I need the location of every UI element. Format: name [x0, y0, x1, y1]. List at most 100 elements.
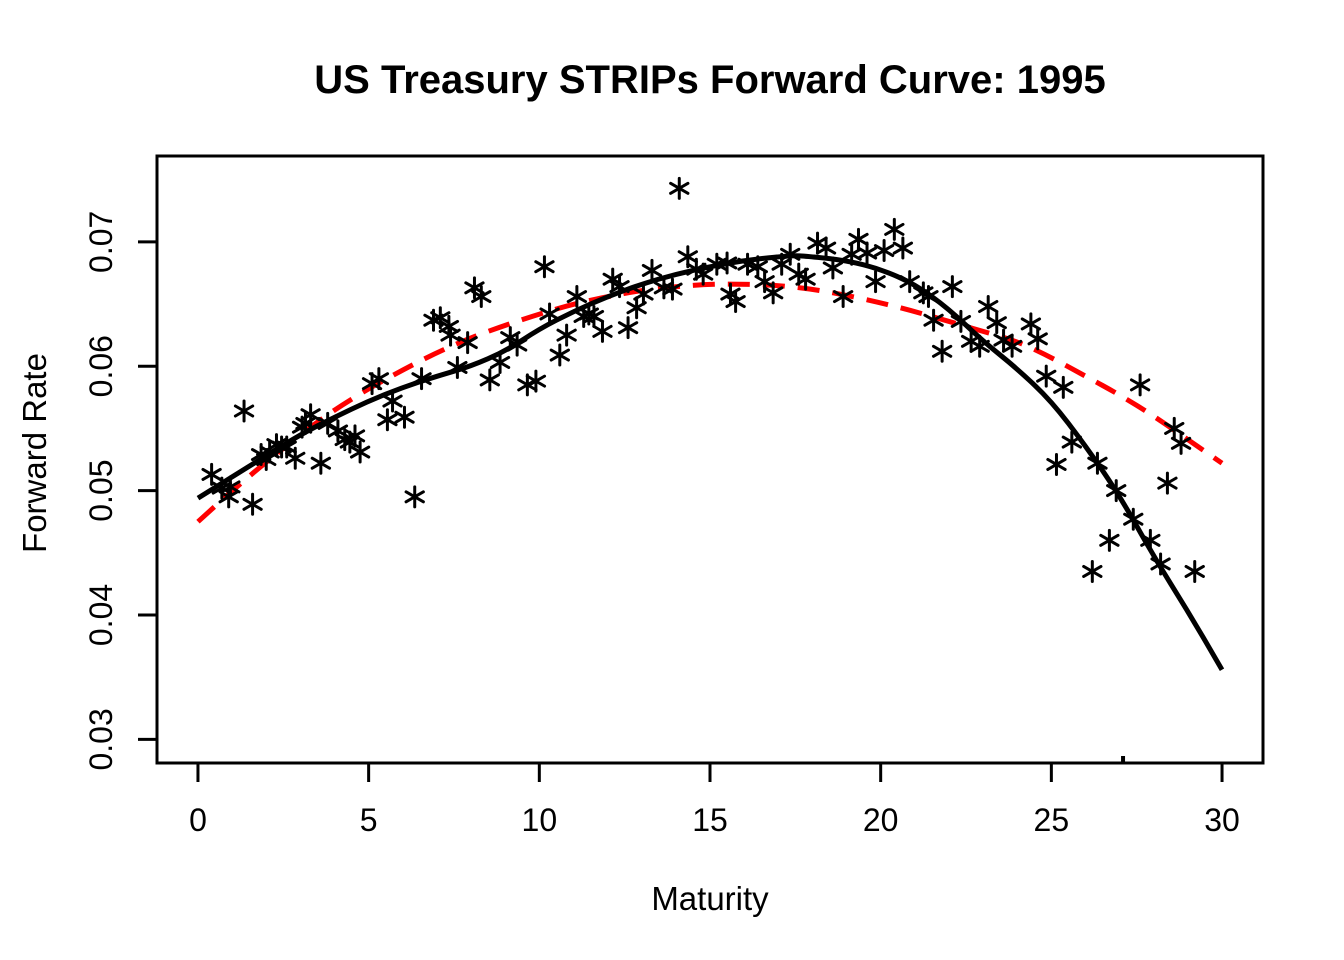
scatter-point	[848, 227, 869, 251]
scatter-point	[918, 285, 939, 309]
scatter-point	[942, 275, 963, 299]
scatter-point	[525, 369, 547, 393]
scatter-point	[394, 405, 415, 429]
x-tick-label: 20	[863, 802, 899, 838]
scatter-point	[310, 451, 332, 475]
scatter-point	[1087, 451, 1108, 475]
plot-area: 0 5 10 15 20 25 30 0.03 0.04 0.05 0.06 0.07	[83, 154, 1265, 838]
y-tick-label: 0.05	[83, 459, 119, 521]
scatter-point	[950, 309, 972, 333]
scatter-point	[716, 251, 738, 275]
scatter-point	[1140, 528, 1161, 552]
scatter-point	[1123, 507, 1144, 531]
scatter-point	[471, 285, 492, 309]
scatter-point	[479, 368, 500, 392]
scatter-point	[556, 323, 577, 347]
scatter-point	[539, 302, 560, 326]
scatter-point	[1046, 452, 1067, 476]
scatter-point	[1099, 528, 1120, 552]
scatter-point	[457, 331, 478, 355]
scatter-point	[534, 255, 555, 279]
x-tick-label: 10	[522, 802, 558, 838]
scatter-point	[242, 492, 263, 516]
scatter-point	[1027, 327, 1048, 351]
scatter-point	[892, 236, 914, 260]
scatter-point	[617, 316, 639, 340]
scatter-point	[815, 236, 837, 260]
scatter-point	[969, 334, 990, 358]
scatter-point	[220, 475, 241, 499]
scatter-point	[978, 295, 999, 319]
scatter-point	[285, 446, 306, 470]
scatter-point	[233, 399, 255, 423]
scatter-point	[1061, 430, 1082, 454]
scatter-point	[662, 277, 683, 301]
y-tick-label: 0.07	[83, 211, 119, 273]
fitted-curve-dashed-red	[196, 281, 1224, 524]
scatter-point	[986, 311, 1007, 335]
scatter-point	[795, 267, 816, 291]
fitted-curve-solid-black	[196, 253, 1225, 671]
x-tick-label: 5	[360, 802, 378, 838]
scatter-point	[1157, 471, 1178, 495]
chart-title: US Treasury STRIPs Forward Curve: 1995	[314, 58, 1105, 102]
scatter-point	[747, 255, 768, 279]
x-axis-title: Maturity	[651, 880, 769, 917]
scatter-point	[832, 285, 854, 309]
x-tick-label: 30	[1204, 802, 1240, 838]
scatter-point	[382, 389, 403, 413]
scatter-point	[300, 403, 321, 427]
scatter-point	[201, 462, 222, 486]
scatter-point	[344, 424, 366, 448]
scatter-point	[1184, 559, 1205, 583]
scatter-point	[822, 256, 844, 280]
scatter-point	[865, 270, 886, 294]
scatter-point	[737, 252, 758, 276]
x-tick-label: 15	[692, 802, 728, 838]
scatter-point	[1164, 416, 1185, 440]
scatter-point	[489, 350, 511, 374]
scatter-point	[856, 241, 878, 265]
x-tick-label: 25	[1034, 802, 1070, 838]
scatter-point	[430, 306, 451, 330]
scatter-point	[780, 242, 801, 266]
scatter-point	[873, 239, 895, 263]
scatter-point	[884, 217, 905, 241]
y-axis-title: Forward Rate	[16, 353, 53, 553]
scatter-point	[549, 343, 570, 367]
scatter-point	[1036, 364, 1057, 388]
scatter-point	[583, 304, 605, 328]
scatter-point	[1082, 559, 1103, 583]
scatter-point	[669, 176, 690, 200]
scatter-point	[506, 333, 528, 357]
y-tick-label: 0.03	[83, 708, 119, 770]
scatter-point	[1150, 552, 1171, 576]
scatter-point	[931, 339, 953, 363]
scatter-points	[201, 176, 1205, 583]
y-tick-label: 0.04	[83, 584, 119, 646]
x-axis: 0 5 10 15 20 25 30	[189, 763, 1240, 838]
scatter-point	[349, 440, 371, 464]
scatter-point	[1106, 479, 1127, 503]
scatter-point	[1053, 375, 1074, 399]
scatter-point	[899, 270, 920, 294]
scatter-point	[411, 367, 432, 391]
scatter-point	[725, 290, 746, 314]
scatter-point	[762, 281, 784, 305]
scatter-point	[566, 285, 588, 309]
y-tick-label: 0.06	[83, 335, 119, 397]
scatter-point	[440, 323, 461, 347]
y-axis: 0.03 0.04 0.05 0.06 0.07	[83, 211, 157, 771]
scatter-point	[1020, 312, 1042, 336]
scatter-point	[1129, 373, 1151, 397]
scatter-point	[377, 408, 398, 432]
scatter-point	[609, 275, 630, 299]
scatter-point	[1170, 431, 1192, 455]
scatter-point	[1001, 334, 1023, 358]
scatter-point	[633, 282, 654, 306]
scatter-point	[218, 485, 239, 509]
scatter-point	[592, 319, 613, 343]
scatter-point	[641, 258, 663, 282]
